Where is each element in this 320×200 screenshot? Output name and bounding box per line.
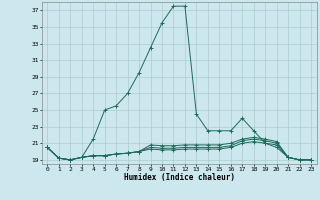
X-axis label: Humidex (Indice chaleur): Humidex (Indice chaleur) (124, 173, 235, 182)
